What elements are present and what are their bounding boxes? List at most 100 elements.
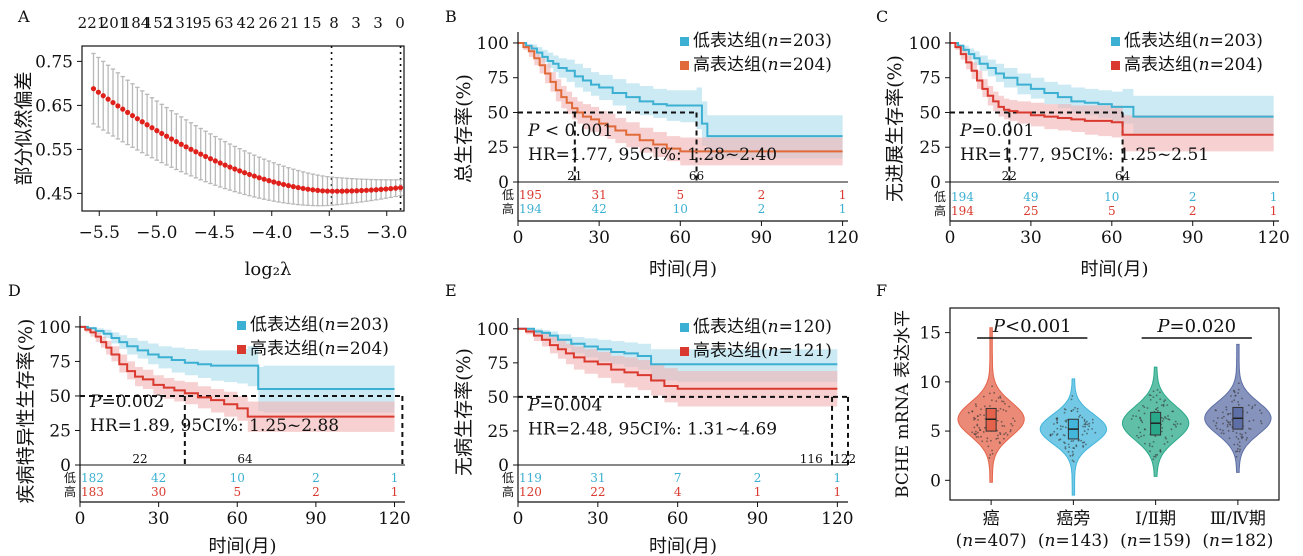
jitter-point xyxy=(1064,446,1067,448)
y-axis-label-d: 疾病特异性生存率(%) xyxy=(15,319,37,504)
jitter-point xyxy=(1137,409,1140,412)
jitter-point xyxy=(1064,408,1067,411)
jitter-point xyxy=(1227,429,1230,432)
jitter-point xyxy=(1237,447,1239,450)
y-tick-label-f: 5 xyxy=(930,422,941,442)
legend-swatch-high xyxy=(680,61,689,70)
y-tick-label-a: 0.55 xyxy=(35,140,73,160)
jitter-point xyxy=(1084,421,1087,424)
jitter-point xyxy=(1236,443,1239,446)
jitter-point xyxy=(979,429,981,431)
jitter-point xyxy=(1171,410,1174,413)
jitter-point xyxy=(1229,421,1232,423)
jitter-point xyxy=(991,385,994,388)
legend-n-letter: n xyxy=(1199,55,1210,75)
data-point-a xyxy=(334,188,340,194)
p-value-c: P=0.001 xyxy=(959,121,1034,141)
jitter-point xyxy=(1228,437,1231,440)
data-point-a xyxy=(373,187,379,193)
jitter-point xyxy=(1225,408,1228,411)
jitter-point xyxy=(1006,433,1009,436)
jitter-point xyxy=(1076,410,1079,413)
survival-curve-low xyxy=(518,41,843,138)
group-label-3: Ⅲ/Ⅳ期 xyxy=(1210,509,1266,529)
jitter-point xyxy=(1069,454,1072,457)
hazard-ratio-c: HR=1.77, 95CI%: 1.25~2.51 xyxy=(960,145,1209,165)
data-point-a xyxy=(349,188,355,194)
jitter-point xyxy=(1143,434,1145,437)
jitter-point xyxy=(1053,430,1056,433)
jitter-point xyxy=(1000,420,1003,423)
y-tick-label-e: 50 xyxy=(487,388,509,408)
jitter-point xyxy=(1005,410,1008,412)
jitter-point xyxy=(1059,428,1062,431)
jitter-point xyxy=(1061,425,1064,428)
jitter-point xyxy=(1162,405,1165,407)
jitter-point xyxy=(974,430,977,433)
jitter-point xyxy=(1214,409,1217,412)
jitter-point xyxy=(1076,407,1079,410)
legend-n-letter: n xyxy=(325,315,336,335)
risk-count-d: 30 xyxy=(151,485,166,499)
p-value-b: P < 0.001 xyxy=(527,121,613,141)
legend-label-low: 低表达组(n=203) xyxy=(1124,31,1263,51)
y-tick-label-a: 0.65 xyxy=(35,96,73,116)
jitter-point xyxy=(1232,430,1235,433)
jitter-point xyxy=(1083,420,1086,422)
jitter-point xyxy=(982,395,985,398)
risk-count-d: 1 xyxy=(391,471,399,485)
jitter-point xyxy=(1071,395,1074,397)
legend-n: =203) xyxy=(336,315,389,335)
risk-count-c: 10 xyxy=(1104,190,1119,204)
p-text-e: =0.004 xyxy=(539,396,602,416)
jitter-point xyxy=(1156,453,1159,456)
jitter-point xyxy=(1166,404,1169,407)
jitter-point xyxy=(1071,450,1074,453)
jitter-point xyxy=(1252,419,1255,422)
n-letter: n xyxy=(1045,531,1056,551)
data-point-a xyxy=(261,176,267,182)
jitter-point xyxy=(974,403,977,406)
jitter-point xyxy=(976,415,979,418)
jitter-point xyxy=(1152,390,1155,393)
top-label-a: 0 xyxy=(395,14,405,32)
data-point-a xyxy=(120,106,126,112)
n-letter: n xyxy=(1209,531,1220,551)
hazard-ratio-e: HR=2.48, 95CI%: 1.31~4.69 xyxy=(528,420,777,440)
p-letter-f: P xyxy=(992,316,1006,337)
x-tick-label-a: −5.5 xyxy=(79,223,120,243)
jitter-point xyxy=(1142,404,1144,407)
data-point-a xyxy=(378,186,384,192)
jitter-point xyxy=(1081,433,1084,436)
jitter-point xyxy=(1091,421,1094,424)
jitter-point xyxy=(1088,422,1091,425)
jitter-point xyxy=(1237,438,1240,440)
jitter-point xyxy=(1259,420,1262,423)
jitter-point xyxy=(1084,425,1086,428)
jitter-point xyxy=(1003,433,1006,436)
x-tick-label-b: 60 xyxy=(669,228,691,248)
median-label-c: 64 xyxy=(1115,169,1131,183)
data-point-a xyxy=(256,175,262,181)
jitter-point xyxy=(997,397,1000,399)
data-point-a xyxy=(139,119,145,125)
jitter-point xyxy=(1146,407,1149,409)
jitter-point xyxy=(1164,416,1166,418)
jitter-point xyxy=(988,456,991,459)
jitter-point xyxy=(1234,395,1237,397)
y-tick-label-b: 0 xyxy=(498,173,509,193)
y-tick-label-f: 15 xyxy=(919,324,941,344)
data-point-a xyxy=(222,162,228,168)
jitter-point xyxy=(1141,421,1144,424)
jitter-point xyxy=(1088,425,1091,428)
jitter-point xyxy=(995,400,998,403)
jitter-point xyxy=(1248,427,1250,430)
data-point-a xyxy=(368,187,374,193)
data-point-a xyxy=(178,141,184,147)
panel-label-e: E xyxy=(445,281,457,300)
jitter-point xyxy=(1152,396,1155,399)
legend-prefix: 高表达组( xyxy=(1124,55,1199,75)
data-point-a xyxy=(393,185,399,191)
y-tick-label-c: 0 xyxy=(930,173,941,193)
